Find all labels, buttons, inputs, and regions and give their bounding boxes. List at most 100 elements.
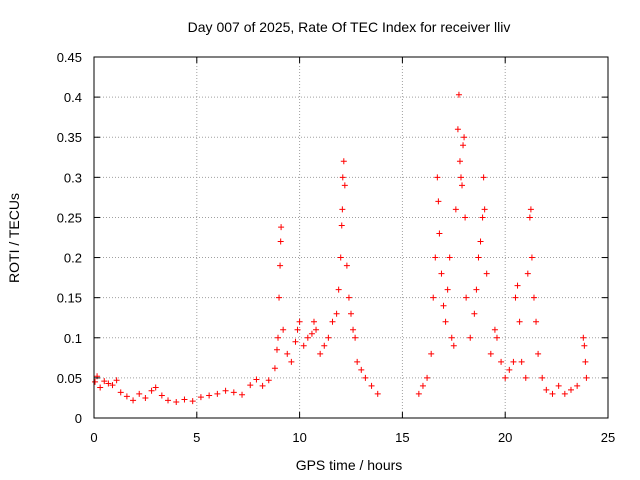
data-point [113, 377, 120, 384]
data-point [436, 230, 443, 237]
data-point [313, 326, 320, 333]
data-point [275, 334, 282, 341]
x-tick-label: 25 [601, 430, 615, 445]
data-point [567, 386, 574, 393]
data-point [148, 387, 155, 394]
data-point [105, 380, 112, 387]
data-point [348, 310, 354, 317]
data-point [339, 174, 346, 181]
data-point [109, 382, 116, 389]
data-point [276, 294, 283, 301]
data-point [247, 382, 254, 389]
data-point [518, 358, 525, 365]
data-point [197, 394, 204, 401]
data-points [92, 91, 590, 405]
data-point [358, 366, 365, 373]
data-point [130, 397, 137, 404]
data-point [296, 318, 303, 325]
data-point [479, 214, 486, 221]
data-point [265, 377, 272, 384]
data-point [92, 378, 99, 385]
data-point [457, 174, 464, 181]
data-point [581, 342, 588, 349]
data-point [419, 382, 426, 389]
data-point [452, 206, 459, 213]
data-point [428, 350, 435, 357]
data-point [271, 365, 278, 372]
data-point [461, 134, 468, 141]
data-point [438, 270, 445, 277]
data-point [277, 238, 284, 245]
data-point [189, 398, 196, 405]
data-point [580, 334, 587, 341]
data-point [142, 394, 149, 401]
y-tick-label: 0.05 [57, 371, 82, 386]
data-point [522, 374, 529, 381]
x-axis-label: GPS time / hours [296, 457, 403, 473]
data-point [335, 286, 342, 293]
data-point [459, 182, 466, 189]
chart-title: Day 007 of 2025, Rate Of TEC Index for r… [188, 19, 511, 35]
data-point [460, 142, 467, 149]
data-point [278, 224, 285, 231]
data-point [317, 350, 324, 357]
x-tick-label: 0 [90, 430, 97, 445]
y-tick-label: 0.45 [57, 50, 82, 65]
data-point [491, 326, 498, 333]
data-point [475, 254, 482, 261]
data-point [487, 350, 494, 357]
y-tick-label: 0.2 [64, 251, 82, 266]
data-point [549, 390, 556, 397]
data-point [527, 206, 534, 213]
data-point [574, 382, 581, 389]
y-tick-label: 0.25 [57, 210, 82, 225]
data-point [434, 174, 441, 181]
data-point [555, 382, 562, 389]
data-point [280, 326, 287, 333]
data-point [440, 302, 447, 309]
data-point [337, 254, 344, 261]
data-point [339, 206, 346, 213]
data-point [424, 374, 431, 381]
data-point [543, 386, 550, 393]
data-point [530, 294, 537, 301]
data-point [343, 262, 350, 269]
data-point [321, 342, 328, 349]
data-point [444, 286, 451, 293]
data-point [273, 346, 280, 353]
data-point [561, 390, 568, 397]
data-point [583, 374, 590, 381]
data-point [292, 338, 299, 345]
plot-frame [93, 56, 609, 419]
data-point [514, 282, 521, 289]
data-point [325, 334, 332, 341]
data-point [259, 382, 266, 389]
data-point [510, 358, 517, 365]
x-tick-label: 20 [498, 430, 512, 445]
data-point [506, 366, 513, 373]
data-point [448, 334, 455, 341]
data-point [368, 382, 375, 389]
data-point [362, 374, 369, 381]
axis-ticks: 0 5 10 15 20 25 0 0.05 0.1 0.15 0.2 0.25 0.3 0.35 0.4 0… [57, 50, 616, 445]
y-axis-label: ROTI / TECUs [6, 193, 22, 283]
data-point [432, 254, 439, 261]
data-point [516, 318, 523, 325]
data-point [435, 198, 442, 205]
data-point [533, 318, 540, 325]
data-point [456, 158, 463, 165]
data-point [338, 222, 345, 229]
data-point [512, 294, 519, 301]
data-point [415, 390, 422, 397]
data-point [340, 158, 347, 165]
data-point [214, 390, 221, 397]
data-point [455, 91, 462, 98]
data-point [165, 397, 172, 404]
data-point [181, 396, 188, 403]
data-point [446, 254, 453, 261]
data-point [277, 262, 284, 269]
y-tick-label: 0.15 [57, 291, 82, 306]
grid [94, 57, 608, 418]
data-point [430, 294, 437, 301]
data-point [498, 358, 505, 365]
